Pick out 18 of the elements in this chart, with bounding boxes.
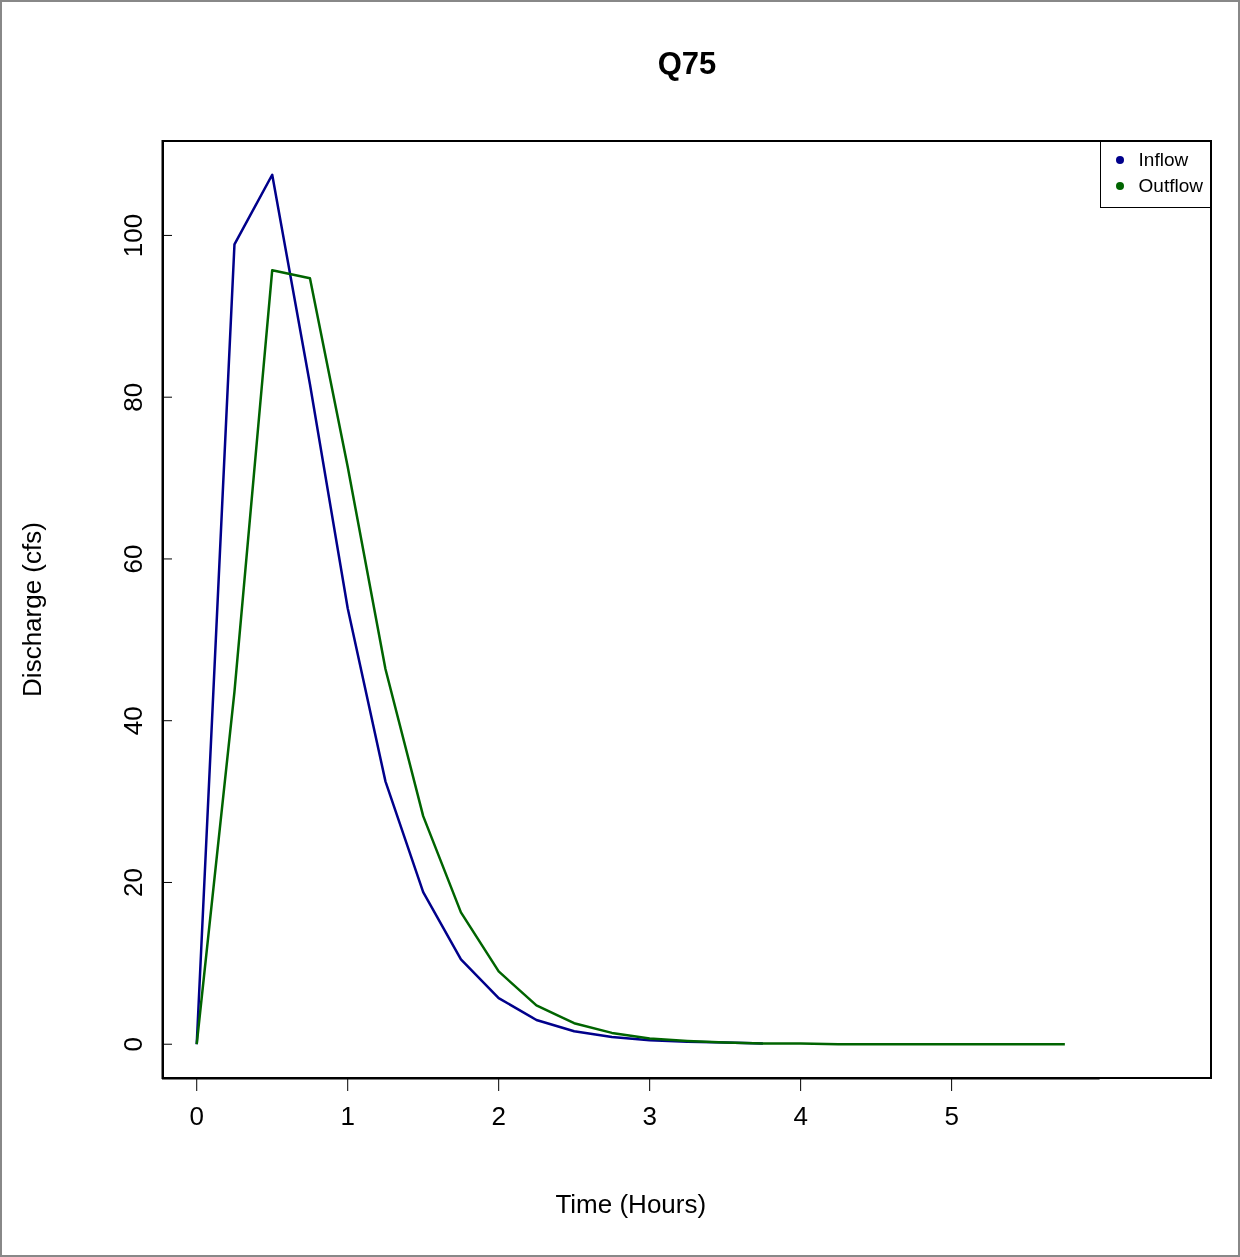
x-tick-label: 4 [793, 1101, 808, 1132]
y-tick-label: 20 [118, 868, 148, 897]
y-axis-title: Discharge (cfs) [17, 522, 48, 697]
x-tick-label: 2 [491, 1101, 506, 1132]
chart-title: Q75 [656, 46, 718, 82]
legend-label: Outflow [1138, 175, 1203, 197]
y-tick-label: 80 [118, 382, 148, 412]
x-tick-label: 0 [189, 1101, 204, 1132]
x-axis-title: Time (Hours) [555, 1189, 707, 1220]
y-tick-label: 40 [118, 706, 148, 736]
y-tick-label: 100 [118, 213, 148, 258]
x-tick-label: 3 [642, 1101, 657, 1132]
legend-label: Inflow [1138, 149, 1189, 171]
x-tick-label: 1 [340, 1101, 355, 1132]
y-tick-label: 60 [118, 544, 148, 574]
x-tick-label: 5 [944, 1101, 959, 1132]
line-series [195, 268, 1067, 1046]
y-tick-label: 0 [118, 1036, 148, 1052]
